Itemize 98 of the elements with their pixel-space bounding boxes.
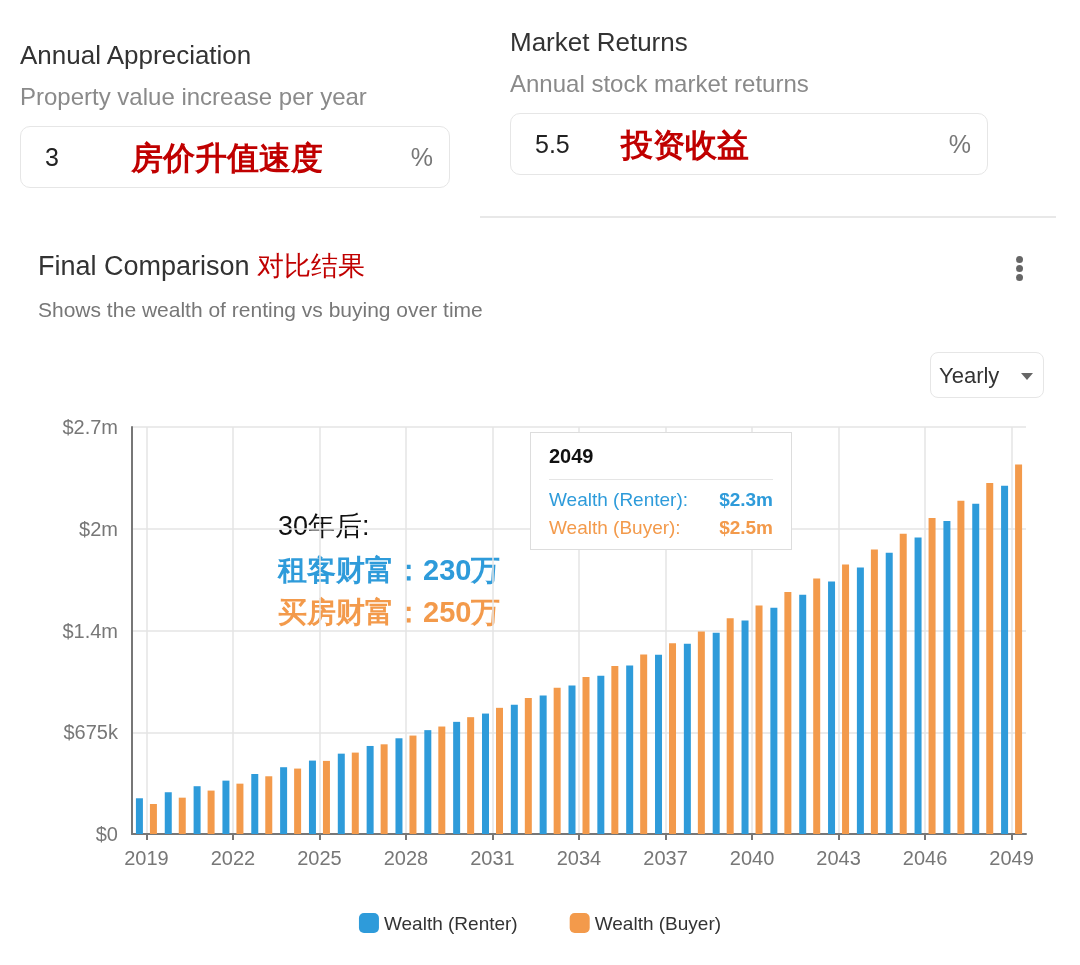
- x-tick-label: 2025: [297, 847, 342, 869]
- bar: [481, 713, 489, 834]
- x-tick-label: 2022: [210, 847, 256, 869]
- bar: [236, 783, 244, 834]
- text: Annual stock market returns: [510, 69, 810, 99]
- bar: [438, 726, 446, 834]
- bar: [251, 774, 259, 834]
- bar: [380, 744, 388, 834]
- bar: [524, 697, 532, 834]
- annotation: Wealth (Renter):: [549, 489, 689, 511]
- bar: [683, 643, 691, 834]
- x-tick-label: 2028: [383, 847, 429, 869]
- bar: [611, 665, 619, 834]
- bar: [1015, 464, 1023, 834]
- bar: [957, 500, 965, 834]
- bar: [1001, 485, 1009, 834]
- bar: [337, 753, 345, 834]
- annotation: $2.5m: [719, 517, 773, 539]
- bar: [885, 552, 893, 834]
- bar: [424, 730, 432, 834]
- text: Annual Appreciation: [20, 39, 253, 72]
- x-tick-label: 2043: [816, 847, 861, 869]
- bar: [280, 767, 288, 834]
- bar: [351, 752, 359, 834]
- bar: [294, 768, 302, 834]
- bar: [726, 618, 734, 834]
- bar: [135, 798, 143, 834]
- x-tick-label: 2046: [902, 847, 948, 869]
- annotation: 租客财富：230万: [277, 553, 501, 586]
- bar: [453, 721, 461, 834]
- bar: [322, 760, 330, 834]
- bar: [265, 776, 273, 834]
- bar: [842, 564, 850, 834]
- x-tick-label: 2049: [989, 847, 1034, 869]
- bar: [697, 631, 705, 834]
- bar: [943, 521, 951, 834]
- bar: [308, 760, 316, 834]
- input-field: 5.5 投资收益 %: [510, 113, 988, 175]
- bar: [669, 643, 677, 834]
- bar: [799, 594, 807, 834]
- bar: [914, 537, 922, 834]
- bar: [712, 632, 720, 834]
- bar: [856, 567, 864, 834]
- bar: [467, 717, 475, 834]
- bar: [770, 607, 778, 834]
- bar: [626, 665, 634, 834]
- bar: [164, 792, 172, 834]
- bar: [222, 780, 230, 834]
- y-tick-label: $1.4m: [62, 619, 118, 642]
- bar: [755, 605, 763, 834]
- annotation: 2049: [549, 445, 594, 468]
- bar: [597, 675, 605, 834]
- x-tick-label: 2019: [124, 847, 169, 869]
- bar: [178, 797, 186, 834]
- legend-label: Wealth (Buyer): [594, 912, 722, 934]
- bar: [553, 687, 561, 834]
- chart-title: Final Comparison: [38, 251, 250, 281]
- bar: [972, 503, 980, 834]
- y-tick-label: $2m: [79, 517, 118, 540]
- bar: [409, 735, 417, 834]
- bar: [495, 707, 503, 834]
- annotation: $2.3m: [719, 489, 773, 511]
- y-tick-label: $675k: [63, 721, 119, 744]
- text: 对比结果: [257, 250, 366, 281]
- x-tick-label: 2040: [729, 847, 775, 869]
- bar: [640, 654, 648, 834]
- x-tick-label: 2037: [643, 847, 688, 869]
- y-tick-label: $0: [95, 823, 118, 845]
- y-tick-label: $2.7m: [62, 416, 118, 438]
- bar: [366, 745, 374, 834]
- bar: [655, 654, 663, 834]
- bar: [193, 786, 201, 834]
- dropdown-field: Yearly: [930, 352, 1044, 398]
- bar: [568, 685, 576, 834]
- bar: [510, 704, 518, 834]
- bar: [870, 549, 878, 834]
- bar: [986, 482, 994, 834]
- annotation: Wealth (Buyer):: [549, 517, 681, 539]
- bar: [899, 533, 907, 834]
- chart-subtitle: Shows the wealth of renting vs buying over time: [38, 298, 483, 322]
- bar: [539, 695, 547, 834]
- text: Property value increase per year: [20, 82, 368, 112]
- annotation: 30年后:: [278, 510, 370, 541]
- bar: [928, 518, 936, 834]
- annotation: 买房财富：250万: [278, 595, 501, 628]
- text: Market Returns: [510, 26, 689, 59]
- bar: [741, 620, 749, 834]
- input-field: 3 房价升值速度 %: [20, 126, 450, 188]
- bar: [149, 804, 157, 834]
- bar: [582, 676, 590, 834]
- legend-label: Wealth (Renter): [383, 912, 518, 934]
- bar: [207, 790, 215, 834]
- x-tick-label: 2031: [470, 847, 515, 869]
- bar: [813, 578, 821, 834]
- bar: [784, 592, 792, 834]
- bar: [395, 738, 403, 834]
- x-tick-label: 2034: [556, 847, 602, 869]
- bar: [828, 581, 836, 834]
